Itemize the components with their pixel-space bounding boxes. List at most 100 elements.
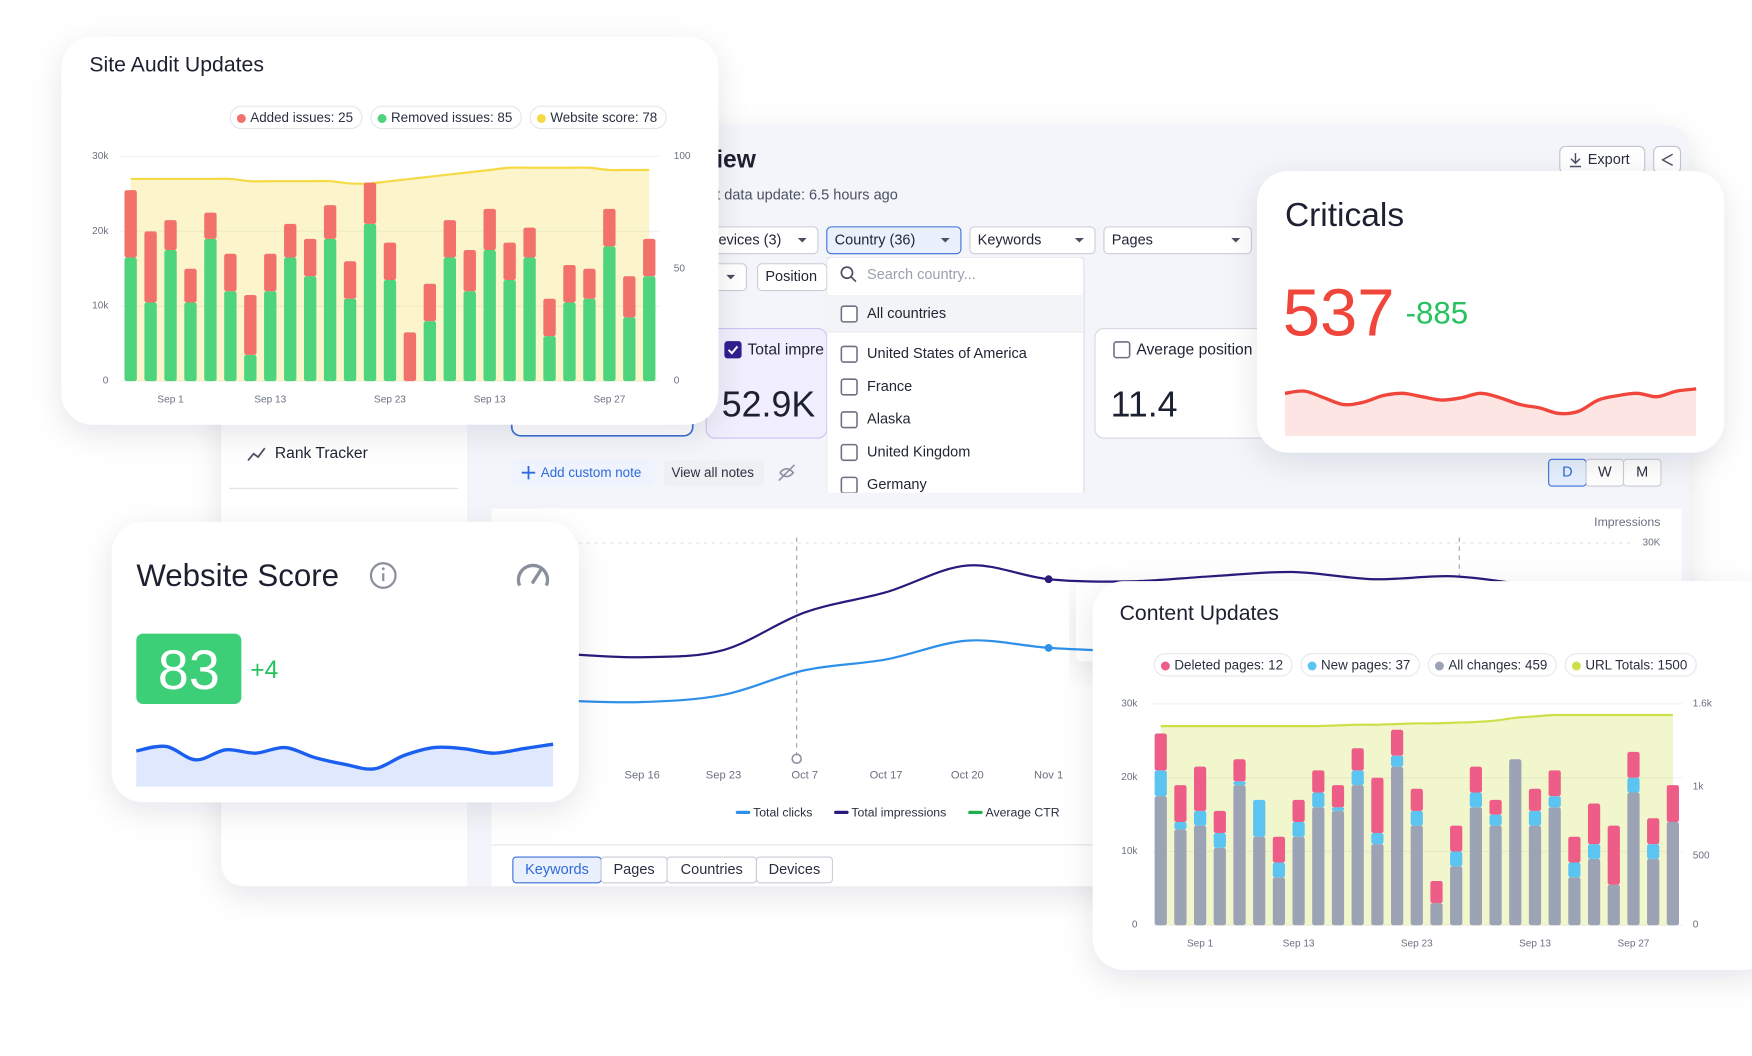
country-option[interactable]: Alaska [867, 412, 911, 428]
checkbox[interactable] [724, 341, 742, 359]
bar-segment [303, 238, 317, 277]
legend-pill[interactable] [1300, 653, 1420, 677]
bar-segment [543, 336, 556, 382]
note-button[interactable] [663, 460, 765, 487]
bar-segment [1469, 766, 1482, 793]
bar-segment [1154, 733, 1167, 771]
bar-segment [1607, 825, 1620, 885]
bar-segment [244, 294, 257, 355]
checkbox[interactable] [840, 305, 858, 323]
metric-label: Total impre [748, 341, 824, 358]
bar-segment [204, 212, 217, 239]
share-button[interactable] [1653, 145, 1682, 174]
checkbox[interactable] [1113, 341, 1131, 359]
country-option[interactable]: France [867, 379, 912, 395]
filter-dropdown[interactable] [1103, 226, 1252, 255]
bar-segment [1410, 810, 1423, 826]
note-label: View all notes [672, 465, 755, 480]
bar-segment [224, 253, 237, 292]
bar-segment [1587, 858, 1601, 926]
checkbox[interactable] [840, 345, 858, 363]
y-tick-label: 30k [92, 151, 109, 162]
legend-dot [1571, 661, 1581, 671]
info-icon[interactable] [369, 562, 397, 589]
checkbox[interactable] [840, 378, 858, 396]
bar-segment [1371, 844, 1384, 926]
bar-segment [1194, 810, 1207, 826]
bar-segment [1154, 770, 1167, 797]
bar-segment [1272, 862, 1286, 878]
bar-segment [1548, 796, 1561, 808]
note-button[interactable] [511, 460, 655, 487]
legend-dot [1160, 661, 1170, 671]
bar-segment [623, 276, 636, 318]
legend-label[interactable]: Total impressions [851, 805, 946, 819]
bar-segment [303, 276, 317, 382]
criticals-value: 537 [1283, 275, 1395, 350]
x-tick-label: Oct 17 [870, 769, 903, 781]
checkbox[interactable] [840, 411, 858, 429]
legend-pill[interactable] [1153, 653, 1293, 677]
x-tick-label: Sep 1 [157, 395, 184, 406]
bar-segment [284, 257, 297, 382]
legend-pill[interactable] [1564, 653, 1697, 677]
x-tick-label: Sep 23 [374, 395, 406, 406]
bar-segment [1154, 796, 1167, 926]
bar-segment [1450, 825, 1463, 852]
bar-segment [423, 283, 437, 322]
legend-label: Deleted pages: 12 [1174, 657, 1283, 672]
bar-segment [1627, 751, 1640, 778]
bar-segment [144, 231, 157, 303]
hide-notes-icon[interactable] [778, 464, 795, 482]
filter-label: Keywords [978, 232, 1042, 248]
legend-label[interactable]: Total clicks [753, 805, 812, 819]
bar-segment [1253, 836, 1266, 926]
bar-segment [1213, 810, 1226, 834]
card-title: Criticals [1285, 197, 1404, 234]
bar-segment [383, 242, 397, 281]
bar-segment [343, 261, 357, 299]
bar-segment [1568, 877, 1581, 926]
bar-segment [443, 257, 456, 382]
bar-segment [523, 227, 536, 258]
x-tick-label: Sep 27 [593, 395, 625, 406]
filter-dropdown[interactable] [969, 226, 1096, 255]
search-input[interactable]: Search country... [867, 267, 976, 283]
bar-segment [603, 246, 616, 382]
country-option[interactable]: Germany [867, 477, 927, 493]
bar-segment [1528, 825, 1542, 926]
checkbox[interactable] [840, 443, 858, 462]
legend-pill[interactable] [529, 105, 667, 130]
country-option[interactable]: All countries [867, 306, 946, 322]
legend-pill[interactable] [1427, 653, 1557, 677]
bar-segment [1233, 759, 1246, 782]
bar-segment [1351, 770, 1364, 786]
legend-pill[interactable] [370, 105, 522, 130]
score-line [130, 166, 650, 185]
bar-segment [1587, 803, 1601, 845]
sparkline [1284, 387, 1697, 416]
bar-segment [1607, 884, 1620, 926]
website-score-card: Website Score 83 +4 [111, 521, 579, 803]
legend-dot [236, 114, 246, 123]
bar-segment [1331, 807, 1345, 811]
tab[interactable] [755, 856, 833, 884]
bar-segment [1213, 847, 1226, 926]
legend-pill[interactable] [229, 105, 363, 130]
country-option[interactable]: United Kingdom [867, 444, 970, 460]
country-option[interactable]: United States of America [867, 346, 1028, 362]
filter-dropdown[interactable] [826, 226, 962, 255]
gauge-icon [516, 563, 550, 587]
hover-point [1044, 575, 1053, 584]
checkbox[interactable] [840, 476, 858, 493]
sidebar-item[interactable]: Rank Tracker [275, 445, 368, 462]
legend-label: New pages: 37 [1321, 657, 1410, 672]
bar-segment [1627, 777, 1640, 793]
gauge-needle [531, 568, 543, 584]
x-tick-label: Nov 1 [1034, 769, 1063, 781]
legend-label: URL Totals: 1500 [1585, 657, 1687, 672]
period-label: D [1562, 465, 1572, 481]
period-button[interactable] [1622, 458, 1662, 487]
legend-label[interactable]: Average CTR [986, 805, 1060, 819]
